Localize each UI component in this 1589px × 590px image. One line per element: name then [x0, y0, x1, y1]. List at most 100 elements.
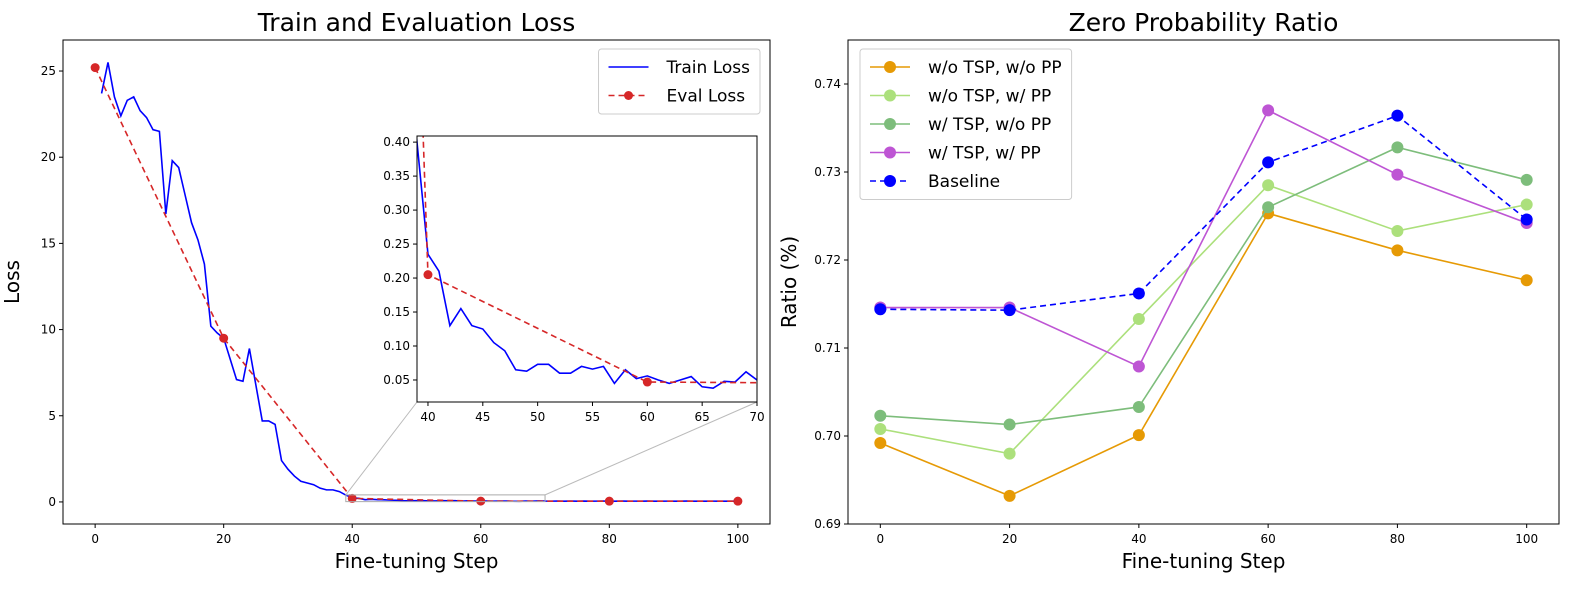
series-line: [880, 114, 1528, 311]
x-tick-label: 0: [876, 532, 884, 546]
x-tick-label: 65: [695, 410, 710, 424]
y-tick-label: 15: [41, 236, 56, 250]
y-tick-label: 0.20: [383, 271, 410, 285]
x-axis-label: Fine-tuning Step: [1122, 549, 1286, 573]
series-line: [880, 184, 1527, 455]
point: [1003, 489, 1016, 502]
point: [1132, 400, 1145, 413]
y-tick-label: 0.35: [383, 169, 410, 183]
series-line: [417, 136, 757, 389]
inset-plot-area: [417, 136, 1091, 389]
x-tick-label: 60: [640, 410, 655, 424]
y-axis-label: Loss: [0, 260, 24, 304]
legend-label: w/o TSP, w/o PP: [928, 58, 1062, 78]
y-tick-label: 5: [48, 409, 56, 423]
legend-frame: [598, 48, 761, 115]
x-tick-label: 40: [1131, 532, 1146, 546]
y-tick-label: 0.74: [814, 77, 841, 91]
point: [862, 379, 871, 388]
y-tick-label: 0.70: [814, 429, 841, 443]
x-tick-label: 20: [216, 532, 231, 546]
point: [1003, 418, 1016, 431]
subplot: 0 20 40 60 80 100 0.69 0.70 0.71 0.72 0.73 0.74 Zero…: [777, 8, 1560, 573]
x-axis-label: Fine-tuning Step: [335, 549, 499, 573]
point: [1262, 156, 1275, 169]
y-tick-label: 10: [41, 323, 56, 337]
point: [733, 496, 743, 506]
legend-label: w/o TSP, w/ PP: [928, 87, 1051, 107]
x-tick-label: 80: [1390, 532, 1405, 546]
series-line: [880, 146, 1527, 426]
axes-frame: [62, 39, 771, 525]
point: [1132, 287, 1145, 300]
y-tick-label: 0: [48, 495, 56, 509]
point: [1132, 312, 1145, 325]
legend: w/o TSP, w/o PP w/o TSP, w/ PP w/ TSP, w/o…: [859, 48, 1073, 200]
y-tick-label: 0.15: [383, 305, 410, 319]
point: [1132, 360, 1145, 373]
point: [219, 333, 229, 343]
point: [90, 63, 100, 73]
point: [1391, 224, 1404, 237]
y-axis-label: Ratio (%): [777, 236, 801, 328]
chart-title: Train and Evaluation Loss: [257, 8, 576, 37]
series-line: [880, 212, 1527, 497]
legend-label: Eval Loss: [667, 87, 746, 107]
x-tick-label: 50: [530, 410, 545, 424]
x-tick-label: 0: [91, 532, 99, 546]
legend: Train Loss Eval Loss: [598, 48, 761, 115]
legend-label: w/ TSP, w/o PP: [928, 115, 1051, 135]
point: [1391, 244, 1404, 257]
point: [1262, 179, 1275, 192]
point: [874, 422, 887, 435]
y-tick-label: 0.73: [814, 165, 841, 179]
x-tick-label: 60: [1260, 532, 1275, 546]
legend-items: w/o TSP, w/o PP w/o TSP, w/ PP w/ TSP, w/o…: [870, 58, 1062, 192]
point: [604, 496, 614, 506]
y-tick-label: 0.25: [383, 237, 410, 251]
y-tick-label: 0.72: [814, 253, 841, 267]
point: [1520, 198, 1533, 211]
inset-background: [417, 136, 757, 402]
point: [874, 437, 887, 450]
y-tick-label: 0.30: [383, 203, 410, 217]
zoom-connector: [544, 401, 758, 496]
point: [1520, 213, 1533, 226]
legend-items: Train Loss Eval Loss: [608, 58, 750, 107]
point: [1262, 201, 1275, 214]
series-line: [880, 109, 1527, 368]
legend-marker: [624, 91, 634, 100]
point: [642, 377, 652, 387]
legend-marker: [884, 118, 896, 130]
x-tick-label: 40: [420, 410, 435, 424]
x-tick-label: 70: [749, 410, 764, 424]
chart-title: Zero Probability Ratio: [1069, 8, 1339, 37]
point: [1082, 379, 1091, 388]
zoom-box: [345, 494, 546, 503]
x-tick-label: 100: [1515, 532, 1538, 546]
zoom-connector: [345, 401, 418, 496]
x-tick-label: 20: [1002, 532, 1017, 546]
legend-label: Baseline: [928, 172, 1000, 192]
y-tick-label: 0.71: [814, 341, 841, 355]
x-tick-label: 55: [585, 410, 600, 424]
y-tick-label: 0.05: [383, 373, 410, 387]
plot-area: [90, 62, 743, 506]
legend-marker: [884, 175, 896, 187]
y-tick-label: 0.40: [383, 135, 410, 149]
inset-frame: [416, 135, 758, 403]
legend-marker: [884, 61, 896, 73]
point: [347, 493, 357, 503]
legend-marker: [884, 89, 896, 102]
point: [1003, 447, 1016, 460]
plot-area: [874, 104, 1533, 502]
y-tick-label: 0.69: [814, 517, 841, 531]
point: [423, 270, 433, 280]
y-tick-label: 0.10: [383, 339, 410, 353]
legend-frame: [859, 48, 1073, 200]
point: [1391, 109, 1404, 122]
axes-frame: [847, 39, 1560, 525]
x-tick-label: 100: [726, 532, 749, 546]
legend-label: w/ TSP, w/ PP: [928, 144, 1041, 164]
